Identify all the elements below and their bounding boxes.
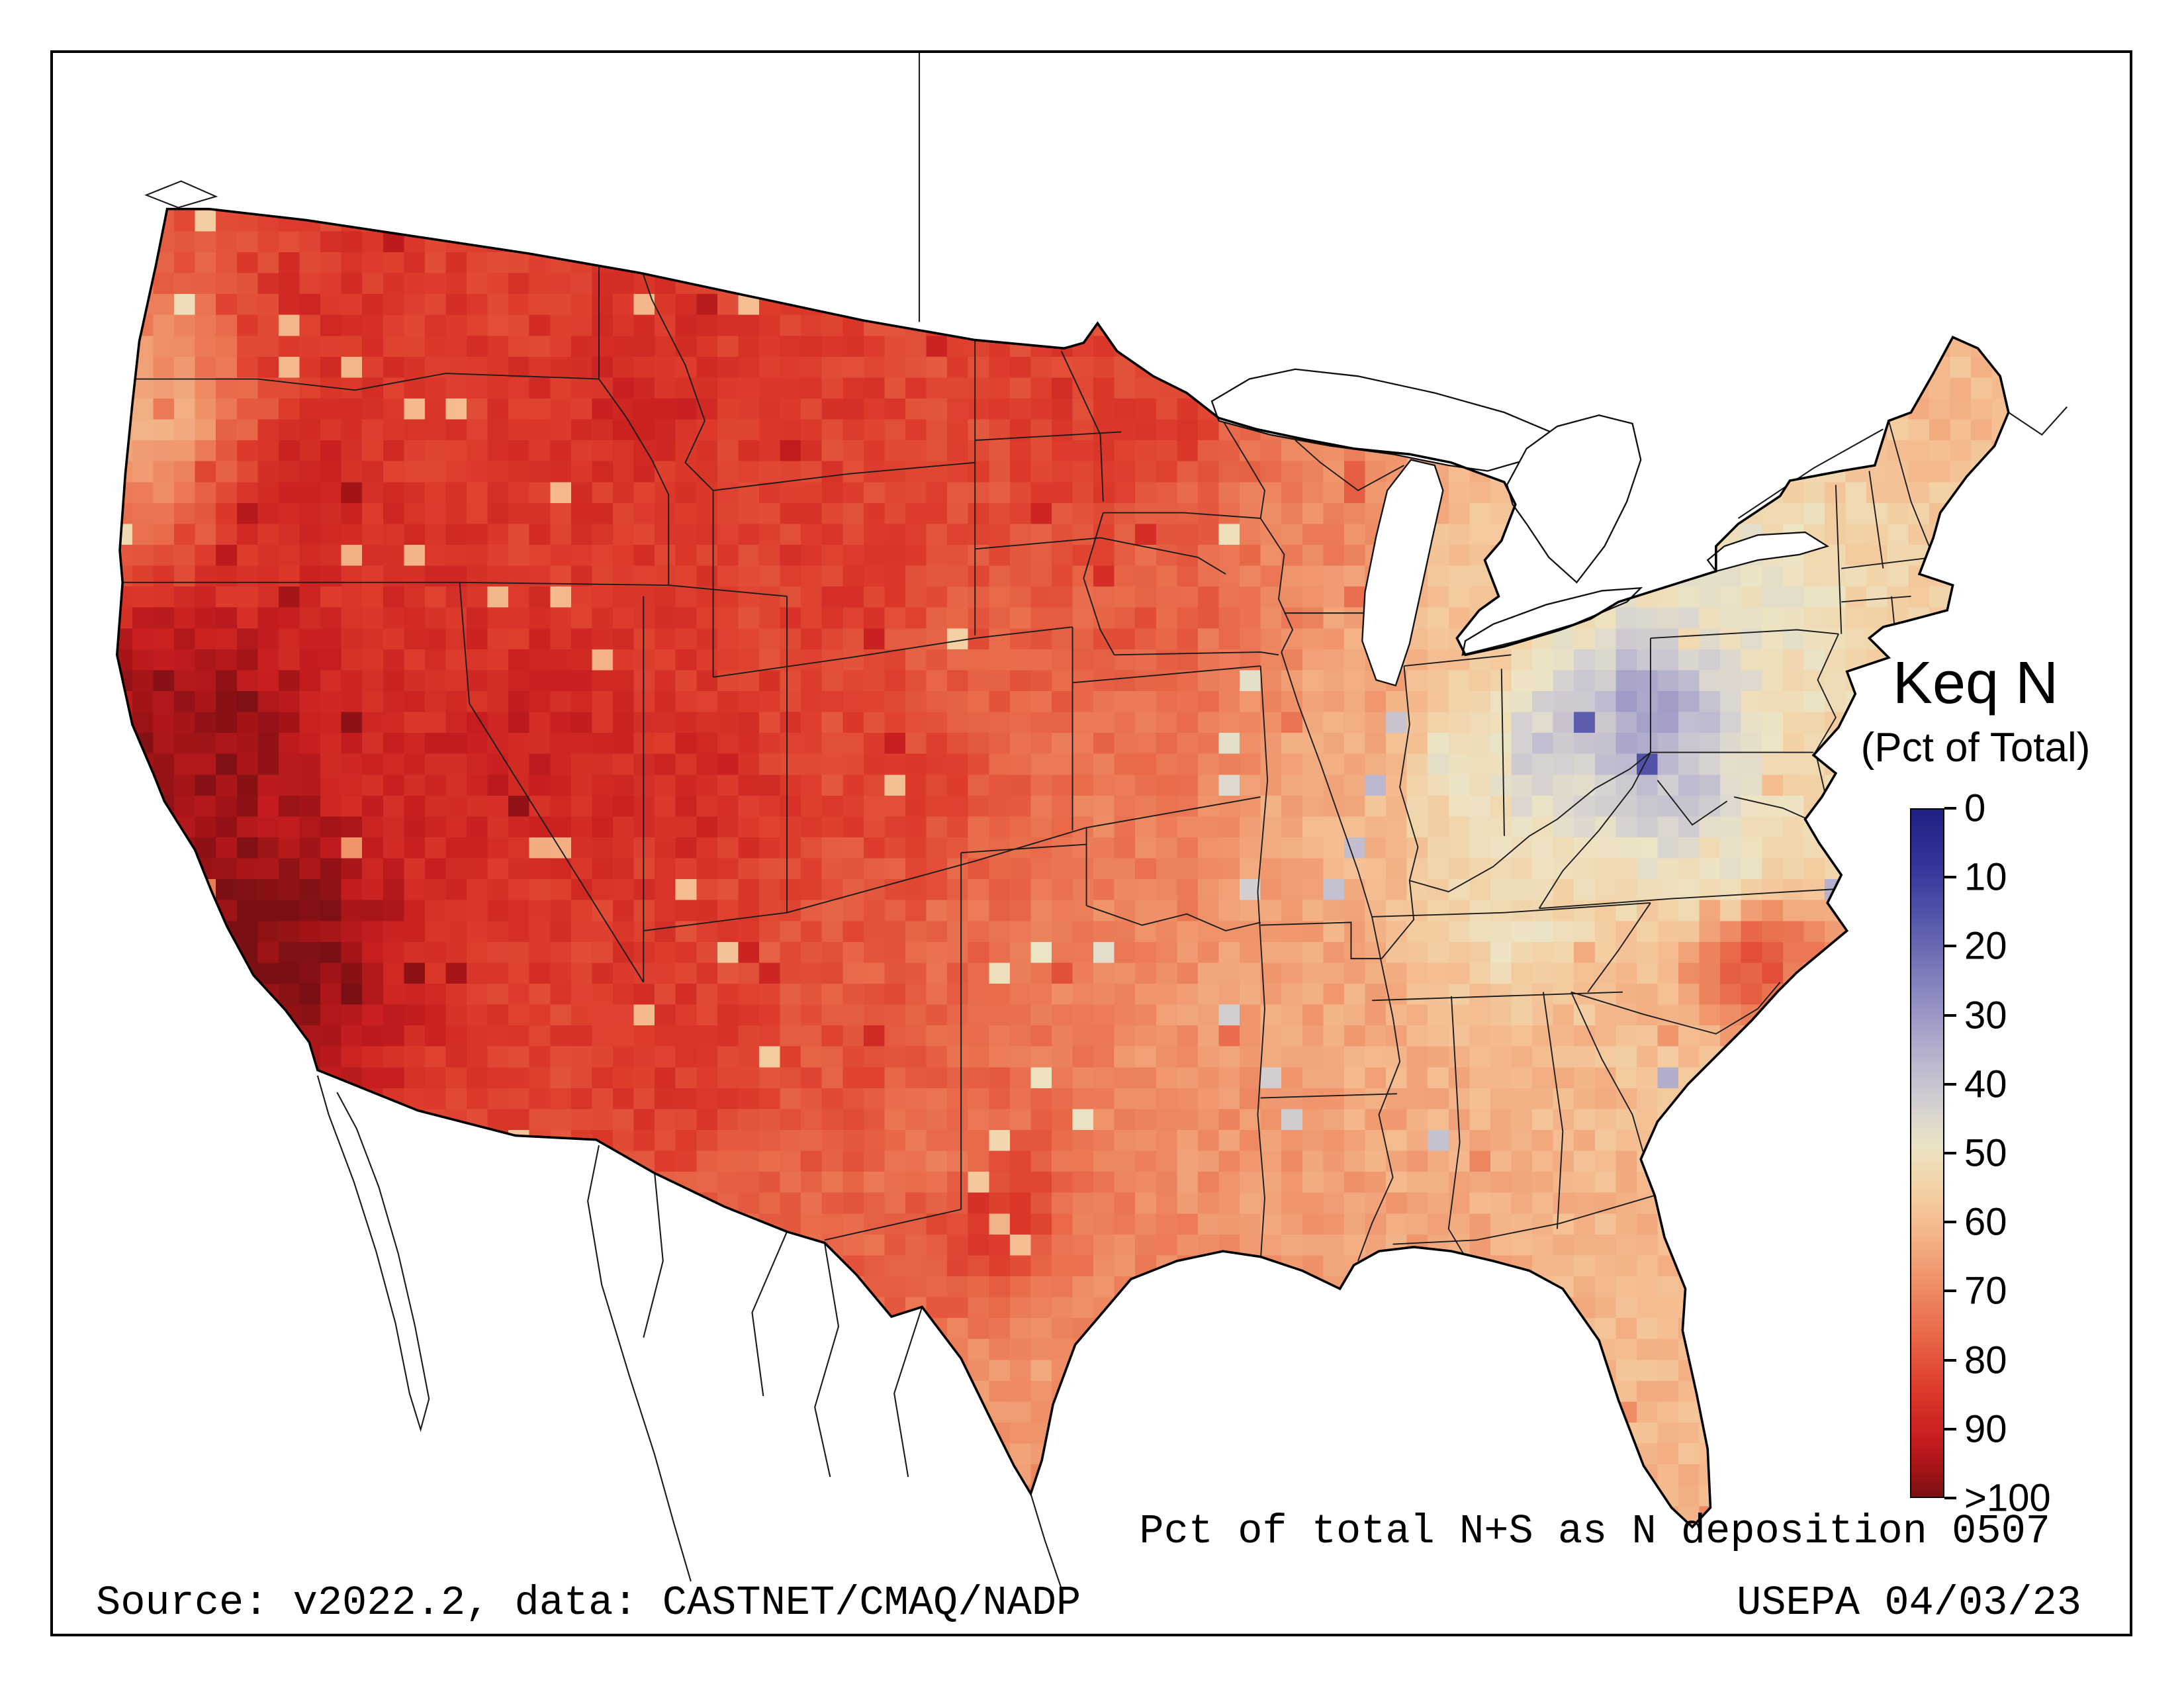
legend-tick-mark — [1944, 1152, 1956, 1154]
legend-tick-mark — [1944, 876, 1956, 879]
us-outline — [115, 207, 2010, 1529]
great-lakes — [1210, 368, 1830, 686]
legend-tick-label: 0 — [1964, 786, 1986, 830]
legend-tick-label: >100 — [1964, 1476, 2051, 1520]
legend-colorbar: 0 10 20 30 40 50 60 70 80 90 >100 — [1910, 787, 2184, 1520]
legend-colorbar-gradient — [1910, 808, 1944, 1498]
legend-tick-mark — [1944, 807, 1956, 810]
legend-tick-label: 30 — [1964, 994, 2007, 1037]
legend-tick-mark — [1944, 1427, 1956, 1430]
legend-tick-mark — [1944, 1082, 1956, 1086]
agency-date-caption: USEPA 04/03/23 — [1737, 1579, 2081, 1626]
legend-tick-mark — [1944, 1013, 1956, 1017]
legend-subtitle: (Pct of Total) — [1860, 724, 2091, 771]
legend-tick-label: 20 — [1964, 924, 2007, 968]
legend-tick-label: 70 — [1964, 1269, 2007, 1313]
source-caption: Source: v2022.2, data: CASTNET/CMAQ/NADP — [96, 1579, 1081, 1626]
legend-tick-label: 60 — [1964, 1200, 2007, 1244]
legend-title-block: Keq N (Pct of Total) — [1833, 652, 2118, 771]
state-borders — [119, 231, 1934, 1262]
map-caption: Pct of total N+S as N deposition 0507 — [1139, 1508, 2050, 1555]
legend-tick-mark — [1944, 945, 1956, 948]
legend-tick-label: 50 — [1964, 1131, 2007, 1175]
legend-tick-mark — [1944, 1358, 1956, 1362]
legend-tick-mark — [1944, 1497, 1956, 1499]
legend-tick-label: 90 — [1964, 1407, 2007, 1451]
legend-title: Keq N — [1892, 650, 2059, 716]
legend-tick-label: 80 — [1964, 1338, 2007, 1382]
legend-tick-mark — [1944, 1289, 1956, 1293]
legend-tick-label: 10 — [1964, 855, 2007, 899]
legend-tick-label: 40 — [1964, 1062, 2007, 1106]
neighbor-country-borders — [144, 52, 2068, 1589]
legend-tick-mark — [1944, 1221, 1956, 1224]
